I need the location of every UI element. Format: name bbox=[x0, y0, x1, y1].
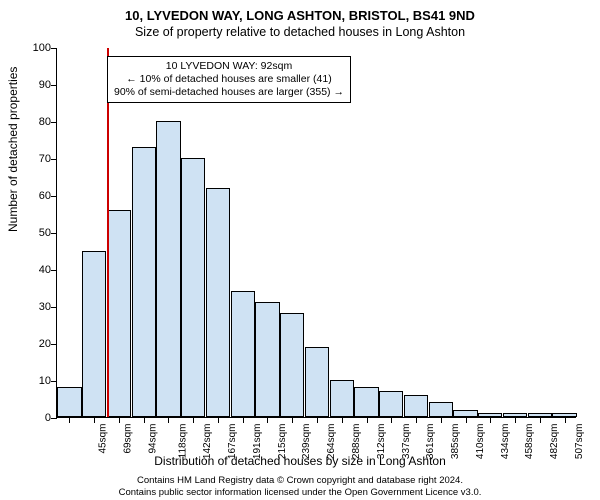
y-tick bbox=[51, 344, 57, 345]
x-tick bbox=[540, 417, 541, 423]
footer-line-1: Contains HM Land Registry data © Crown c… bbox=[0, 475, 600, 486]
x-tick bbox=[267, 417, 268, 423]
y-tick-label: 10 bbox=[25, 375, 51, 387]
x-tick-label: 45sqm bbox=[98, 424, 109, 454]
y-tick bbox=[51, 307, 57, 308]
y-tick bbox=[51, 233, 57, 234]
y-tick-label: 20 bbox=[25, 338, 51, 350]
histogram-bar bbox=[107, 210, 131, 417]
y-tick bbox=[51, 196, 57, 197]
histogram-bar bbox=[206, 188, 230, 417]
y-tick-label: 0 bbox=[25, 412, 51, 424]
x-tick bbox=[144, 417, 145, 423]
histogram-bar bbox=[379, 391, 403, 417]
x-tick bbox=[218, 417, 219, 423]
x-tick bbox=[94, 417, 95, 423]
histogram-bar bbox=[305, 347, 329, 417]
histogram-bar bbox=[255, 302, 279, 417]
x-tick bbox=[342, 417, 343, 423]
histogram-bar bbox=[82, 251, 106, 418]
y-tick bbox=[51, 159, 57, 160]
histogram-bar bbox=[404, 395, 428, 417]
histogram-bar bbox=[429, 402, 453, 417]
histogram-bar bbox=[453, 410, 477, 417]
annotation-line: ← 10% of detached houses are smaller (41… bbox=[114, 73, 344, 86]
x-tick-label: 94sqm bbox=[147, 424, 158, 454]
x-tick bbox=[367, 417, 368, 423]
x-tick bbox=[466, 417, 467, 423]
histogram-bar bbox=[231, 291, 255, 417]
x-tick bbox=[416, 417, 417, 423]
y-tick bbox=[51, 122, 57, 123]
footer-line-2: Contains public sector information licen… bbox=[0, 487, 600, 498]
x-tick bbox=[243, 417, 244, 423]
y-tick-label: 100 bbox=[25, 42, 51, 54]
histogram-chart: 010203040506070809010045sqm69sqm94sqm118… bbox=[56, 48, 576, 418]
y-tick bbox=[51, 381, 57, 382]
histogram-bar bbox=[330, 380, 354, 417]
x-tick bbox=[391, 417, 392, 423]
page-title: 10, LYVEDON WAY, LONG ASHTON, BRISTOL, B… bbox=[0, 0, 600, 23]
y-tick-label: 80 bbox=[25, 116, 51, 128]
x-tick bbox=[490, 417, 491, 423]
y-tick-label: 50 bbox=[25, 227, 51, 239]
y-tick bbox=[51, 418, 57, 419]
x-tick-label: 69sqm bbox=[123, 424, 134, 454]
annotation-line: 90% of semi-detached houses are larger (… bbox=[114, 86, 344, 99]
histogram-bar bbox=[156, 121, 180, 417]
x-tick bbox=[69, 417, 70, 423]
x-tick bbox=[292, 417, 293, 423]
y-tick-label: 70 bbox=[25, 153, 51, 165]
footer-attribution: Contains HM Land Registry data © Crown c… bbox=[0, 475, 600, 498]
histogram-bar bbox=[280, 313, 304, 417]
x-tick bbox=[168, 417, 169, 423]
histogram-bar bbox=[57, 387, 81, 417]
y-tick bbox=[51, 85, 57, 86]
histogram-bar bbox=[132, 147, 156, 417]
page-subtitle: Size of property relative to detached ho… bbox=[0, 23, 600, 39]
histogram-bar bbox=[181, 158, 205, 417]
y-tick-label: 30 bbox=[25, 301, 51, 313]
x-tick bbox=[317, 417, 318, 423]
y-axis-label: Number of detached properties bbox=[6, 67, 20, 232]
y-tick-label: 40 bbox=[25, 264, 51, 276]
x-tick bbox=[441, 417, 442, 423]
y-tick-label: 60 bbox=[25, 190, 51, 202]
y-tick bbox=[51, 48, 57, 49]
histogram-bar bbox=[354, 387, 378, 417]
annotation-line: 10 LYVEDON WAY: 92sqm bbox=[114, 60, 344, 73]
x-tick bbox=[119, 417, 120, 423]
x-tick bbox=[515, 417, 516, 423]
y-tick-label: 90 bbox=[25, 79, 51, 91]
x-tick bbox=[193, 417, 194, 423]
x-tick bbox=[565, 417, 566, 423]
y-tick bbox=[51, 270, 57, 271]
annotation-box: 10 LYVEDON WAY: 92sqm← 10% of detached h… bbox=[107, 56, 351, 103]
x-axis-label: Distribution of detached houses by size … bbox=[0, 454, 600, 468]
